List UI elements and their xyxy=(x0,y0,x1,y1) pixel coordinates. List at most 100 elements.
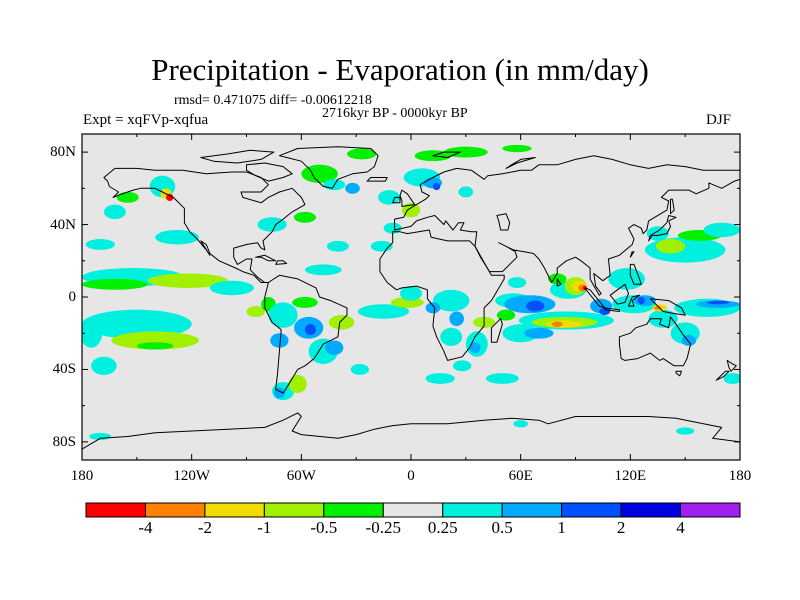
field-contour-48 xyxy=(458,186,474,198)
coastline-iceland xyxy=(366,177,388,182)
coastline-cuba xyxy=(255,254,277,262)
field-contour-96 xyxy=(703,222,740,238)
field-contour-99 xyxy=(513,420,528,428)
field-contour-6 xyxy=(209,280,254,296)
field-contour-4 xyxy=(147,273,229,288)
field-contour-72 xyxy=(524,327,554,339)
field-contour-14 xyxy=(166,193,174,202)
field-contour-94 xyxy=(655,239,686,254)
field-contour-55 xyxy=(440,327,463,346)
field-contour-51 xyxy=(400,286,422,301)
lon-label: 60W xyxy=(286,468,316,484)
experiment-label: Expt = xqFVp-xqfua xyxy=(83,112,209,128)
field-contour-97 xyxy=(646,226,669,241)
field-contour-37 xyxy=(301,164,338,183)
field-contour-27 xyxy=(326,240,349,252)
colorbar-label: 1 xyxy=(557,518,566,537)
coastline-hispaniola xyxy=(275,260,288,265)
lake-caspian-sea xyxy=(496,213,511,231)
field-contour-62 xyxy=(496,309,516,321)
coastline-eurasia-africa xyxy=(379,229,505,361)
lon-label: 60E xyxy=(508,468,533,484)
colorbar-label: 0.5 xyxy=(491,518,513,537)
lon-label: 120E xyxy=(614,468,647,484)
colorbar-label: 4 xyxy=(676,518,685,537)
coastline-philippines xyxy=(629,263,642,285)
field-contour-2 xyxy=(85,239,115,250)
field-contour-28 xyxy=(370,240,393,252)
coastline-south-america xyxy=(264,274,348,394)
lon-label: 180 xyxy=(70,468,94,484)
coastline-ireland xyxy=(392,196,401,204)
field-contour-1 xyxy=(155,229,199,245)
field-contour-58 xyxy=(453,360,472,372)
field-contour-57 xyxy=(469,342,481,354)
field-contour-101 xyxy=(89,432,112,441)
colorbar-label: -1 xyxy=(257,518,272,537)
field-contour-53 xyxy=(425,302,441,314)
field-contour-21 xyxy=(270,333,289,348)
coastline-sakhalin xyxy=(670,198,675,215)
field-contour-23 xyxy=(325,340,344,355)
lat-label: 80N xyxy=(50,144,76,161)
field-contour-45 xyxy=(432,182,441,191)
field-contour-59 xyxy=(425,373,455,384)
field-contour-89 xyxy=(681,335,697,346)
coastline-antarctica xyxy=(82,412,740,460)
field-contour-52 xyxy=(432,289,470,312)
colorbar-swatch-7 xyxy=(501,502,563,518)
field-contour-98 xyxy=(723,373,740,384)
field-contour-47 xyxy=(401,202,421,218)
lat-label: 0 xyxy=(68,289,77,305)
coastline-north-america xyxy=(103,167,306,283)
coastline-sri-lanka xyxy=(556,278,562,287)
field-contour-0 xyxy=(103,204,126,220)
field-contour-11 xyxy=(91,356,117,375)
coastline-baffin xyxy=(246,162,293,182)
field-contour-9 xyxy=(136,342,174,350)
colorbar-swatch-10 xyxy=(680,502,741,518)
lat-label: 40N xyxy=(50,216,76,233)
colorbar-label: -0.5 xyxy=(310,518,338,537)
coastline-java xyxy=(604,307,620,312)
field-contour-16 xyxy=(246,306,265,317)
field-contour-36 xyxy=(294,211,316,223)
field-contour-39 xyxy=(345,182,360,194)
coastline-japan xyxy=(648,215,677,242)
field-layer xyxy=(82,144,740,441)
rmsd-diff-stats: rmsd= 0.471075 diff= -0.00612218 xyxy=(174,93,372,108)
coastline-new-guinea xyxy=(649,298,686,316)
colorbar-label: 2 xyxy=(616,518,626,537)
coastline-svalbard xyxy=(432,151,461,158)
coastline-layer xyxy=(82,146,740,460)
coastline-new-zealand-north xyxy=(726,359,737,372)
axis-ticks xyxy=(81,134,741,460)
field-contour-76 xyxy=(578,284,588,292)
colorbar-label: -4 xyxy=(138,518,153,537)
field-contour-34 xyxy=(350,364,369,375)
colorbar-swatch-3 xyxy=(263,502,325,518)
coastline-madagascar xyxy=(490,318,503,343)
coastline-arctic-islands xyxy=(200,149,275,164)
field-contour-85 xyxy=(648,309,678,328)
coastline-sulawesi xyxy=(628,294,640,307)
colorbar-label: -2 xyxy=(197,518,212,537)
field-contour-92 xyxy=(707,300,730,305)
field-contour-40 xyxy=(347,148,377,160)
season-label: DJF xyxy=(706,112,732,128)
field-contour-31 xyxy=(288,374,307,393)
field-contour-66 xyxy=(507,277,527,288)
coastline-taiwan xyxy=(629,251,635,258)
colorbar-swatch-6 xyxy=(442,502,503,518)
lat-label: 80S xyxy=(52,433,76,450)
field-contour-46 xyxy=(378,190,401,205)
field-contour-70 xyxy=(551,321,563,327)
field-contour-5 xyxy=(82,278,148,290)
field-contour-84 xyxy=(637,297,645,305)
colorbar-label: 0.25 xyxy=(427,518,458,537)
coastline-australia xyxy=(618,316,692,367)
field-contour-93 xyxy=(644,237,726,263)
field-contour-26 xyxy=(304,264,342,276)
field-contour-32 xyxy=(357,304,410,319)
map-title: Precipitation - Evaporation (in mm/day) xyxy=(151,52,649,87)
